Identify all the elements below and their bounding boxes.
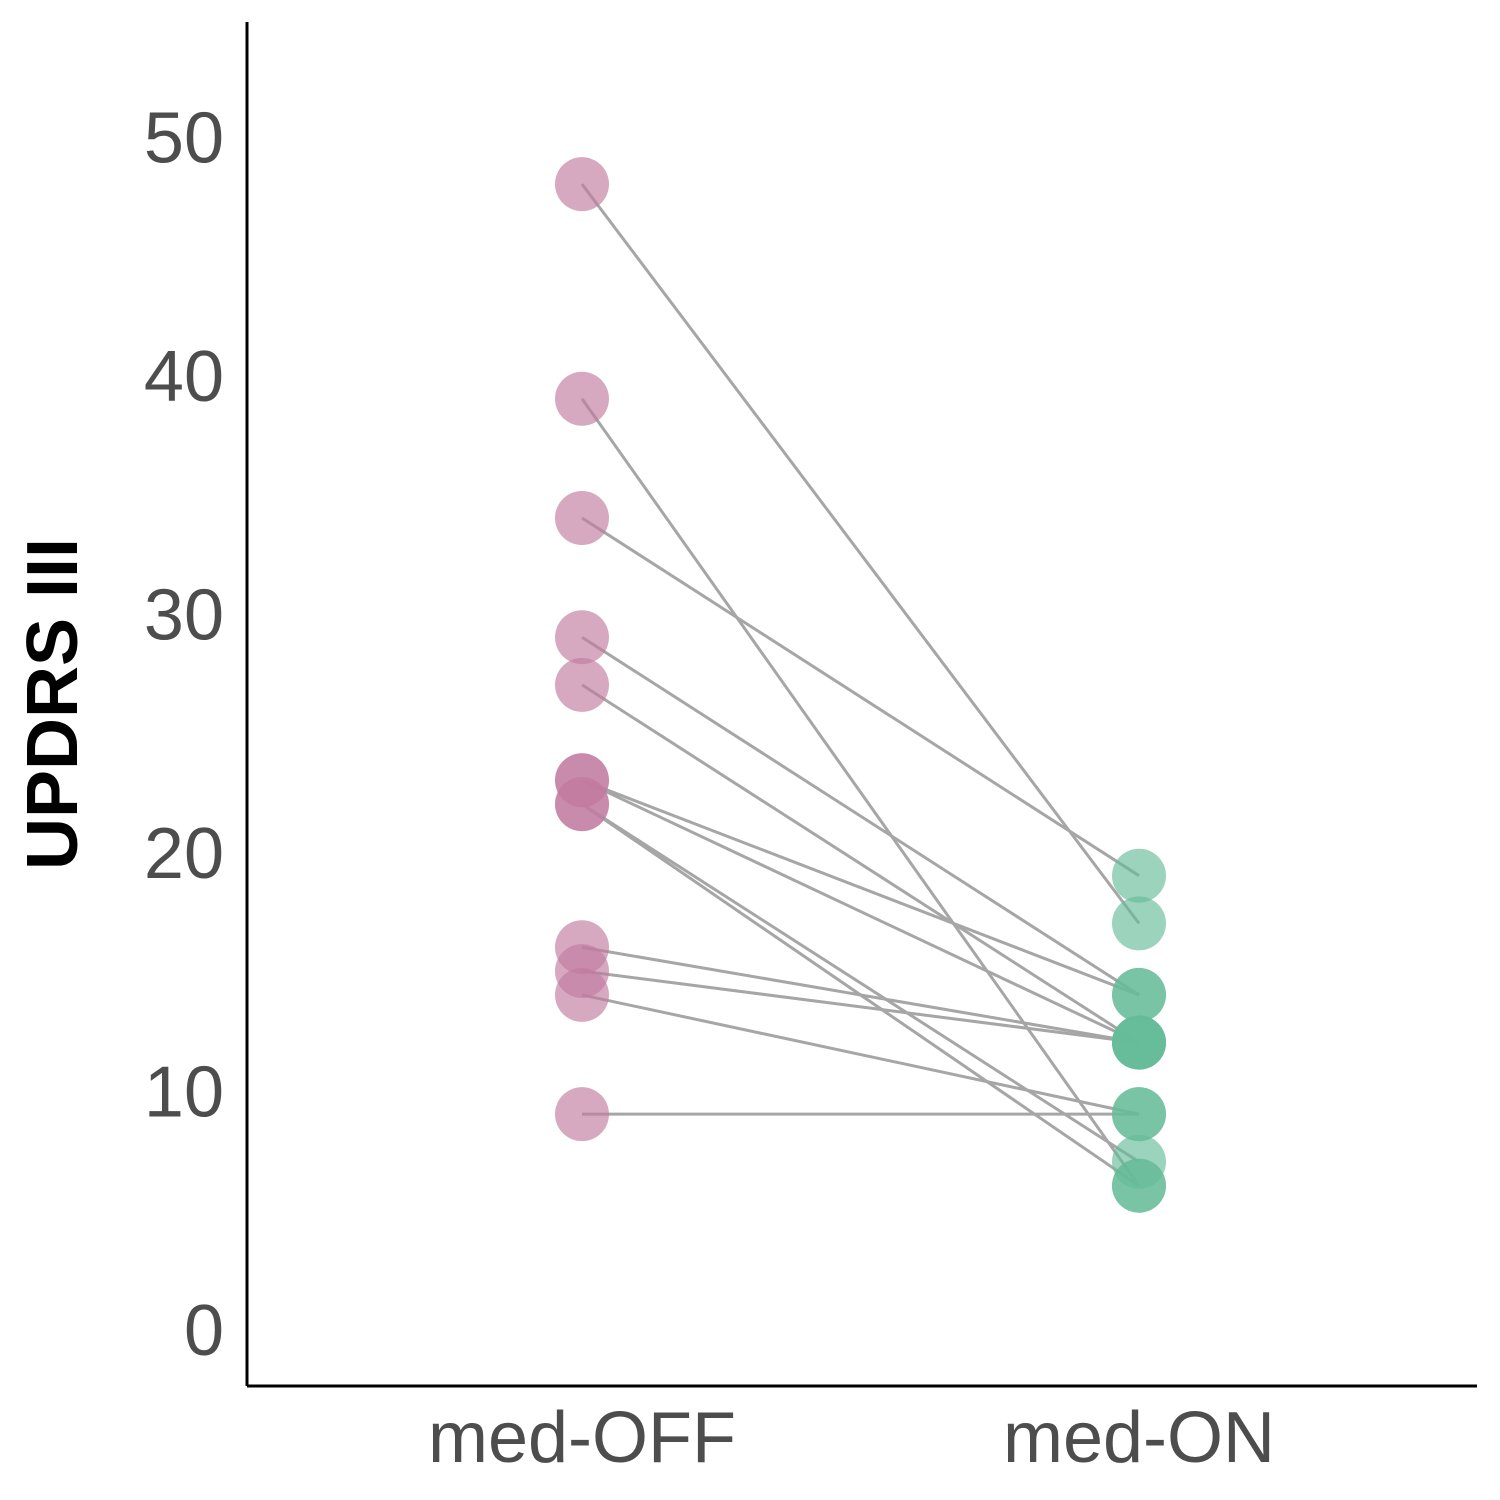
connector-line-6 <box>581 778 1140 997</box>
data-points <box>555 157 1166 1213</box>
x-tick-labels: med-OFF med-ON <box>428 1398 1275 1478</box>
med-off-point-1 <box>555 157 609 212</box>
y-tick-label-30: 30 <box>144 575 224 655</box>
connector-line-8 <box>581 802 1140 1164</box>
y-tick-labels: 0 10 20 30 40 50 <box>144 98 224 1370</box>
med-on-point-11 <box>1112 1015 1166 1070</box>
med-off-point-3 <box>555 491 609 545</box>
med-off-point-13 <box>555 1087 609 1142</box>
connector-line-2 <box>580 397 1141 1187</box>
med-on-point-3 <box>1112 848 1166 903</box>
y-tick-label-20: 20 <box>144 814 224 894</box>
connector-line-5 <box>581 683 1140 1044</box>
connector-lines <box>580 183 1141 1187</box>
med-on-point-1 <box>1112 896 1166 951</box>
connector-line-11 <box>581 969 1140 1045</box>
y-tick-label-50: 50 <box>144 98 224 178</box>
connector-line-12 <box>581 993 1140 1116</box>
med-off-point-2 <box>555 371 609 426</box>
connector-line-4 <box>581 635 1140 997</box>
x-tick-label-med-ON: med-ON <box>1003 1398 1275 1478</box>
y-tick-label-0: 0 <box>184 1291 224 1371</box>
x-tick-label-med-OFF: med-OFF <box>428 1398 736 1478</box>
connector-line-3 <box>581 516 1140 877</box>
connector-line-10 <box>581 945 1140 1045</box>
med-off-point-9 <box>555 777 609 832</box>
axes <box>245 22 1477 1388</box>
med-off-point-4 <box>555 610 609 665</box>
med-on-point-9 <box>1112 1158 1166 1213</box>
med-off-point-12 <box>555 967 609 1022</box>
connector-line-7 <box>581 778 1140 1044</box>
y-tick-label-10: 10 <box>144 1052 224 1132</box>
y-tick-label-40: 40 <box>144 337 224 417</box>
med-off-point-5 <box>555 657 609 712</box>
med-on-point-6 <box>1112 967 1166 1022</box>
y-axis-title: UPDRS III <box>13 538 93 870</box>
med-on-point-13 <box>1112 1087 1166 1142</box>
connector-line-1 <box>580 183 1141 925</box>
